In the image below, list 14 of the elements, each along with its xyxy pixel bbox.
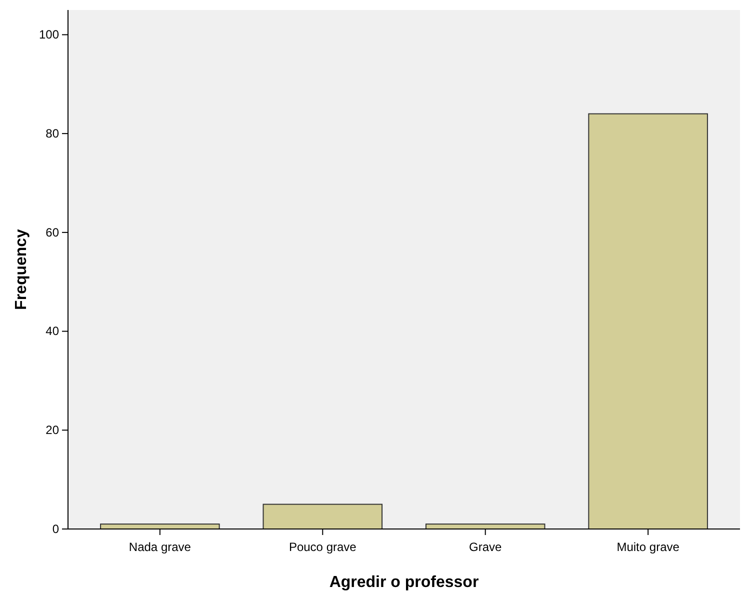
x-tick-label: Nada grave: [128, 540, 192, 554]
bar: [588, 113, 708, 530]
bar: [262, 504, 383, 530]
x-tick-label: Grave: [469, 540, 502, 554]
x-axis-title: Agredir o professor: [329, 574, 479, 591]
y-tick-label: 20: [46, 422, 60, 437]
x-tick-label: Muito grave: [616, 540, 680, 554]
y-tick-label: 80: [46, 126, 60, 140]
y-tick-label: 0: [52, 522, 60, 536]
y-tick-label: 60: [46, 225, 60, 240]
y-tick-label: 40: [46, 324, 60, 338]
x-tick-label: Pouco grave: [288, 540, 357, 554]
y-tick-label: 100: [38, 28, 60, 42]
y-axis-title: Frequency: [13, 228, 30, 310]
